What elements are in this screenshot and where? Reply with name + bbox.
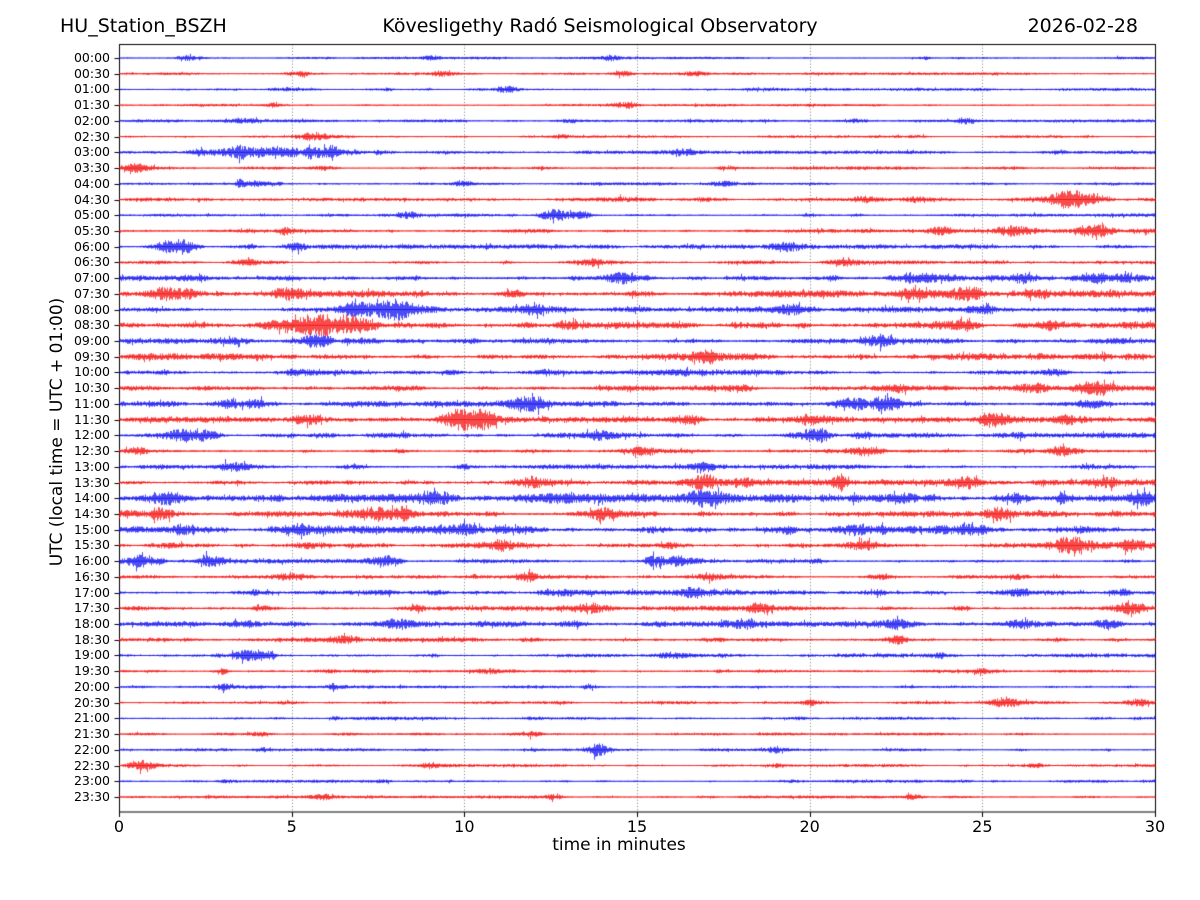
x-tick-label: 15: [626, 817, 648, 836]
y-tick-label: 22:30: [73, 757, 110, 773]
y-tick-label: 21:00: [73, 710, 110, 726]
y-tick-label: 11:00: [73, 395, 110, 411]
y-tick-label: 20:30: [73, 694, 110, 710]
x-tick-label: 20: [799, 817, 820, 836]
y-tick-label: 20:00: [73, 678, 110, 694]
x-axis-label: time in minutes: [552, 835, 686, 855]
x-tick-label: 0: [113, 817, 125, 836]
y-tick-label: 17:00: [73, 584, 110, 600]
y-tick-label: 05:30: [73, 222, 110, 238]
y-tick-label: 00:00: [73, 50, 110, 65]
y-tick-label: 18:30: [73, 631, 110, 647]
y-tick-label: 02:00: [73, 112, 110, 128]
y-tick-label: 06:00: [73, 238, 110, 254]
y-tick-label: 08:00: [73, 301, 110, 317]
y-tick-label: 09:00: [73, 333, 110, 349]
y-tick-label: 10:30: [73, 380, 110, 396]
y-tick-label: 00:30: [73, 65, 110, 81]
x-tick-label: 5: [286, 817, 297, 836]
y-tick-label: 15:30: [73, 537, 110, 553]
y-tick-label: 13:00: [73, 458, 110, 474]
y-tick-label: 16:00: [73, 553, 110, 569]
y-tick-label: 16:30: [73, 568, 110, 584]
y-tick-label: 19:00: [73, 647, 110, 663]
y-tick-label: 09:30: [73, 348, 110, 364]
y-tick-label: 22:00: [73, 741, 110, 757]
y-tick-label: 03:00: [73, 144, 110, 160]
x-tick-label: 10: [454, 817, 475, 836]
y-tick-label: 18:00: [73, 616, 110, 632]
y-tick-label: 17:30: [73, 600, 110, 616]
y-tick-label: 14:30: [73, 505, 110, 521]
y-tick-label: 05:00: [73, 207, 110, 223]
y-tick-label: 03:30: [73, 160, 110, 176]
y-tick-label: 14:00: [73, 490, 110, 506]
y-tick-label: 07:30: [73, 285, 110, 301]
y-tick-label: 06:30: [73, 254, 110, 270]
y-tick-label: 01:00: [73, 81, 110, 97]
y-tick-label: 15:00: [73, 521, 110, 537]
x-tick-label: 30: [1144, 817, 1166, 836]
y-tick-label: 19:30: [73, 663, 110, 679]
x-tick-label: 25: [972, 817, 993, 836]
y-tick-label: 08:30: [73, 317, 110, 333]
y-axis-label: UTC (local time = UTC + 01:00): [47, 297, 67, 567]
y-tick-label: 23:30: [73, 789, 110, 804]
y-tick-label: 23:00: [73, 773, 110, 789]
y-tick-label: 12:00: [73, 427, 110, 443]
y-tick-label: 21:30: [73, 726, 110, 742]
y-tick-label: 10:00: [73, 364, 110, 380]
y-tick-label: 04:30: [73, 191, 110, 207]
y-tick-label: 11:30: [73, 411, 110, 427]
date-label: 2026-02-28: [1027, 15, 1138, 37]
y-tick-label: 04:00: [73, 175, 110, 191]
y-tick-label: 01:30: [73, 97, 110, 113]
y-tick-label: 12:30: [73, 443, 110, 459]
y-tick-label: 07:00: [73, 270, 110, 286]
y-tick-label: 02:30: [73, 128, 110, 144]
y-tick-label: 13:30: [73, 474, 110, 490]
station-title: HU_Station_BSZH: [60, 15, 227, 37]
